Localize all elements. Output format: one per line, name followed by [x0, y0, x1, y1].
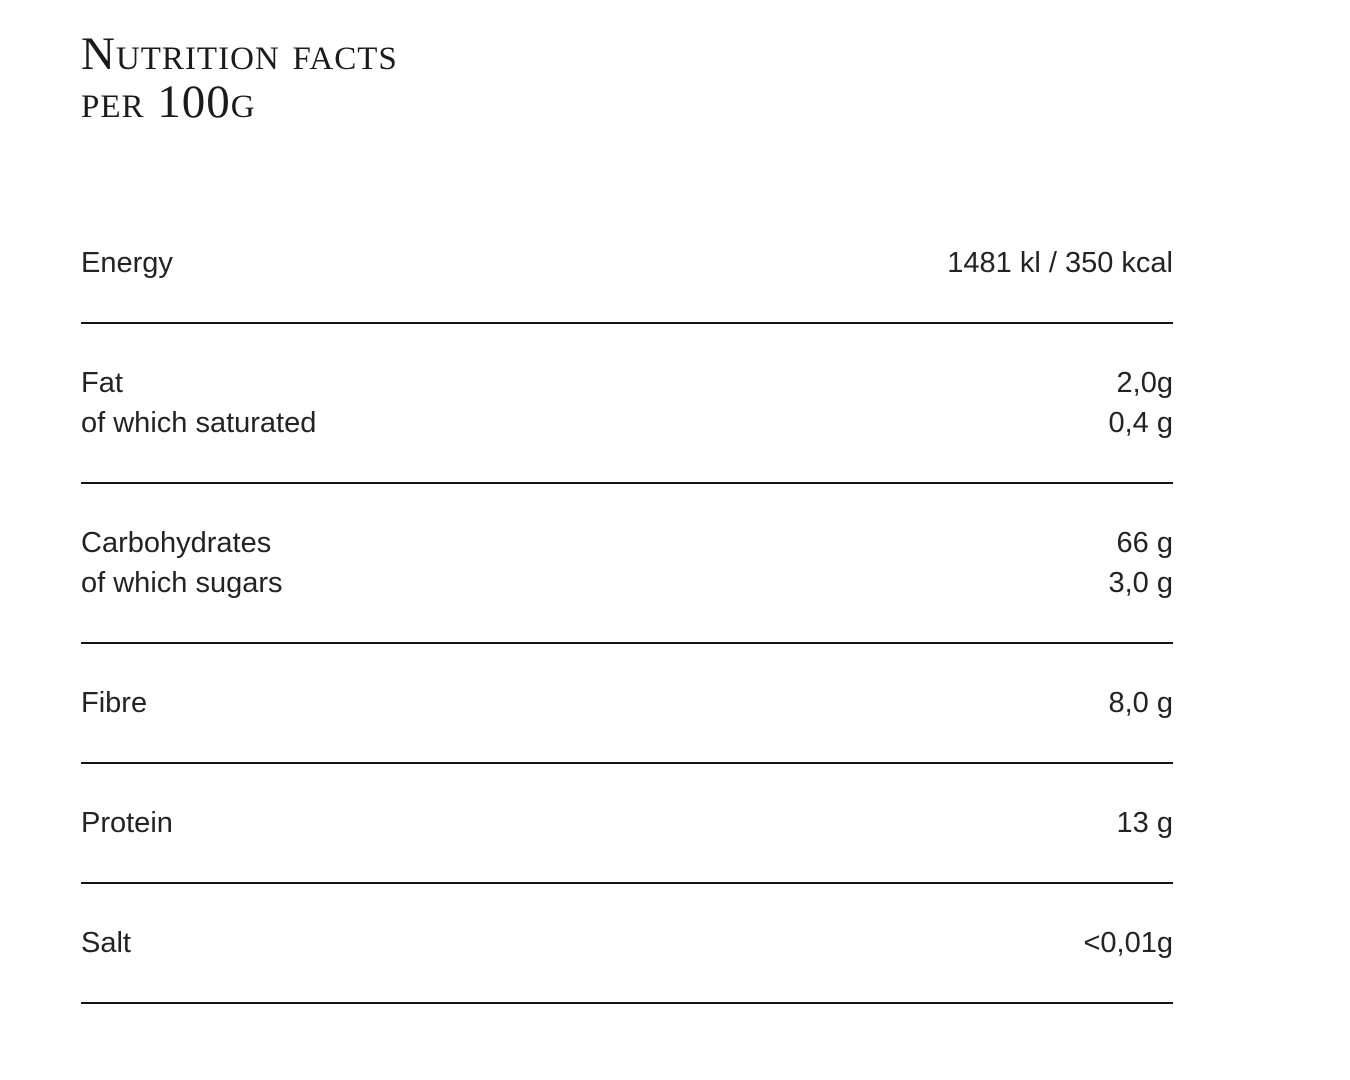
nutrient-line: Salt <0,01g — [81, 923, 1173, 963]
nutrient-label: Fibre — [81, 687, 148, 719]
nutrient-label: Salt — [81, 927, 131, 959]
nutrient-value: 1481 kl / 350 kcal — [947, 247, 1173, 279]
nutrient-line: Energy 1481 kl / 350 kcal — [81, 243, 1173, 283]
nutrient-line: Protein 13 g — [81, 803, 1173, 843]
nutrient-label: Energy — [81, 247, 173, 279]
nutrition-facts-panel: Nutrition facts per 100g Energy 1481 kl … — [81, 30, 1173, 1004]
nutrient-value: 66 g — [1116, 527, 1173, 559]
nutrient-value: 3,0 g — [1108, 567, 1174, 599]
nutrient-value: 13 g — [1116, 807, 1173, 839]
nutrient-label: of which saturated — [81, 407, 317, 439]
nutrient-value: <0,01g — [1083, 927, 1173, 959]
table-row-protein: Protein 13 g — [81, 764, 1173, 884]
nutrient-value: 2,0g — [1116, 367, 1173, 399]
nutrient-line: Carbohydrates 66 g — [81, 523, 1173, 563]
nutrient-value: 0,4 g — [1108, 407, 1174, 439]
nutrient-value: 8,0 g — [1108, 687, 1174, 719]
title-line-2: per 100g — [81, 76, 256, 128]
table-row-energy: Energy 1481 kl / 350 kcal — [81, 204, 1173, 324]
table-row-fibre: Fibre 8,0 g — [81, 644, 1173, 764]
nutrient-label: Protein — [81, 807, 173, 839]
nutrient-label: of which sugars — [81, 567, 283, 599]
table-row-salt: Salt <0,01g — [81, 884, 1173, 1004]
nutrition-table: Energy 1481 kl / 350 kcal Fat 2,0g of wh… — [81, 204, 1173, 1004]
nutrient-line: Fat 2,0g — [81, 363, 1173, 403]
nutrient-subline: of which sugars 3,0 g — [81, 563, 1173, 603]
table-row-carbohydrates: Carbohydrates 66 g of which sugars 3,0 g — [81, 484, 1173, 644]
title-line-1: Nutrition facts — [81, 28, 398, 80]
table-row-fat: Fat 2,0g of which saturated 0,4 g — [81, 324, 1173, 484]
page-title: Nutrition facts per 100g — [81, 30, 1173, 126]
nutrient-subline: of which saturated 0,4 g — [81, 403, 1173, 443]
nutrient-label: Carbohydrates — [81, 527, 272, 559]
nutrient-label: Fat — [81, 367, 123, 399]
nutrient-line: Fibre 8,0 g — [81, 683, 1173, 723]
